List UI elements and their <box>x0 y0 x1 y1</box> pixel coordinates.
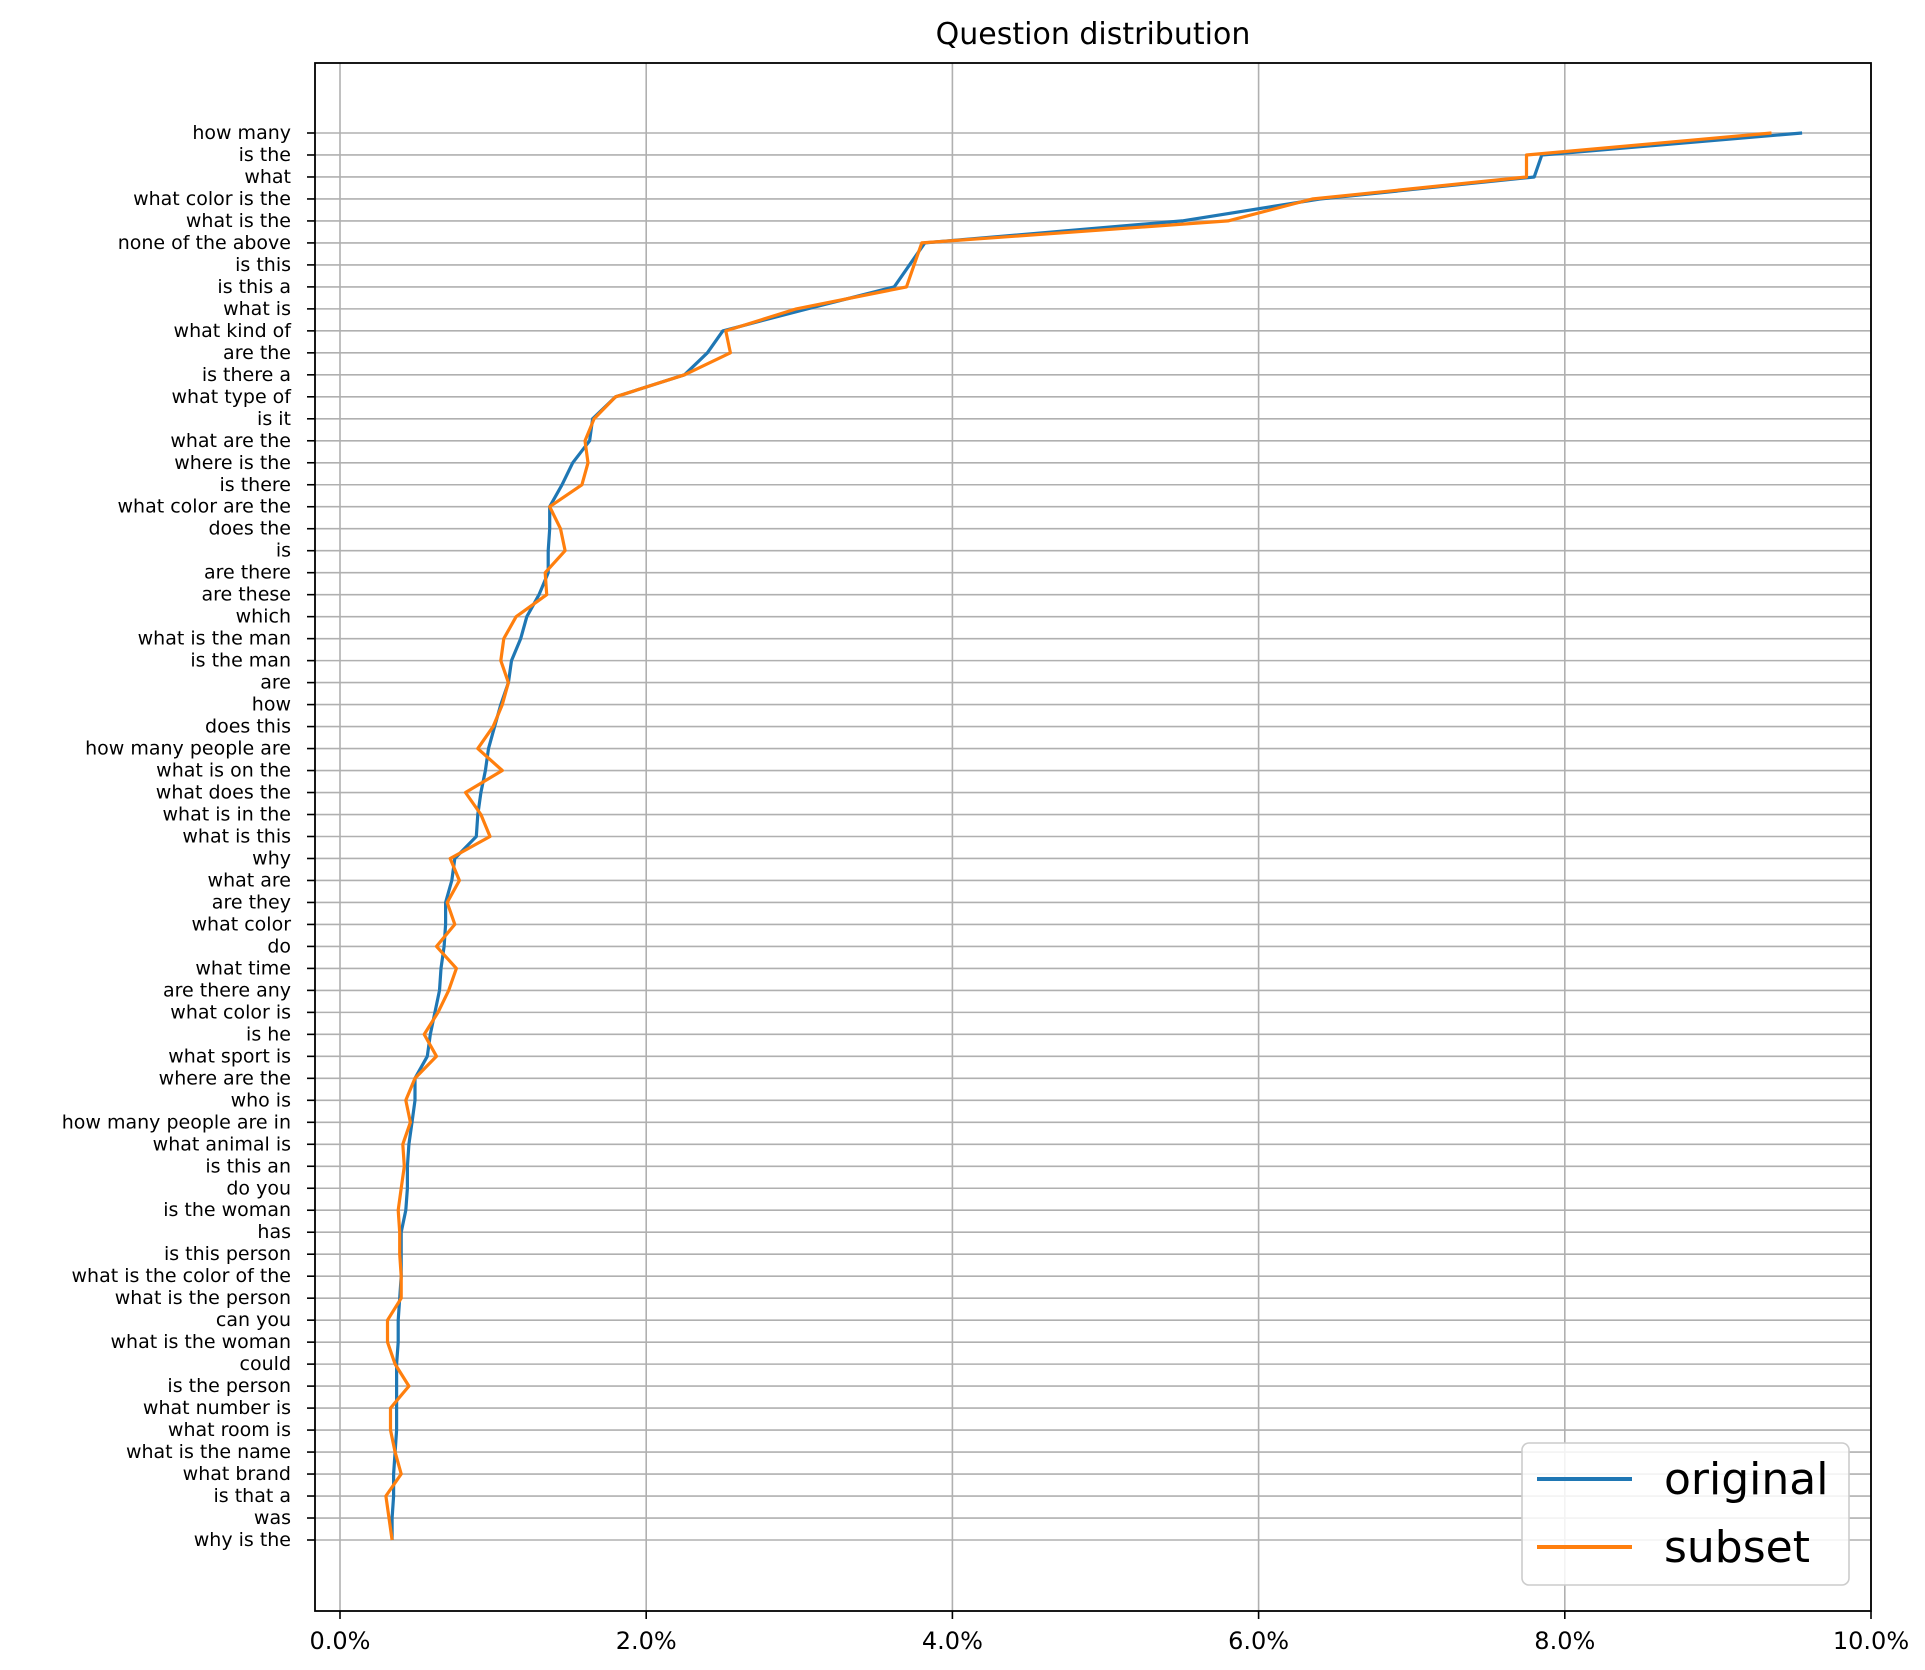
y-category-label: what color is the <box>133 188 291 210</box>
y-category-label: is this a <box>217 276 291 298</box>
y-category-label: does this <box>205 716 291 738</box>
y-category-label: what is on the <box>156 760 291 782</box>
x-tick-label: 6.0% <box>1228 1627 1289 1655</box>
y-category-label: does the <box>209 518 292 540</box>
y-category-label: what is in the <box>163 804 291 826</box>
y-category-label: what color is <box>170 1001 291 1023</box>
series-lines <box>384 131 1803 1541</box>
x-tick-label: 8.0% <box>1534 1627 1595 1655</box>
x-tick-label: 10.0% <box>1833 1627 1909 1655</box>
y-category-label: has <box>257 1221 291 1243</box>
y-category-label: is this an <box>205 1155 291 1177</box>
y-category-label: is that a <box>214 1485 291 1507</box>
y-category-label: what is the <box>186 210 291 232</box>
y-category-label: is it <box>257 408 291 430</box>
y-category-label: is the man <box>190 650 291 672</box>
series-line-original <box>390 131 1803 1540</box>
y-category-label: how many people are <box>85 738 291 760</box>
y-category-label: is the <box>239 144 291 166</box>
legend-label-original: original <box>1664 1454 1828 1505</box>
y-category-label: are these <box>201 584 291 606</box>
y-category-label: what <box>244 166 291 188</box>
y-category-label: what type of <box>171 386 292 408</box>
y-category-label: how many <box>192 122 291 144</box>
y-category-label: what time <box>195 957 291 979</box>
y-category-label: what kind of <box>174 320 293 342</box>
y-category-label: how <box>252 694 291 716</box>
y-category-label: what room is <box>168 1419 291 1441</box>
series-line-subset <box>384 131 1772 1541</box>
y-category-label: which <box>236 606 291 628</box>
y-category-label: is this <box>235 254 291 276</box>
y-category-label: what are <box>208 869 291 891</box>
y-category-label: what is the man <box>138 628 291 650</box>
x-axis-tick-labels: 0.0% 2.0% 4.0% 6.0% 8.0% 10.0% <box>310 1627 1910 1655</box>
y-category-label: is the person <box>167 1375 291 1397</box>
y-category-label: is this person <box>164 1243 291 1265</box>
x-tick-label: 4.0% <box>922 1627 983 1655</box>
y-category-label: are <box>260 672 291 694</box>
y-category-label: is <box>276 540 291 562</box>
chart-title: Question distribution <box>936 17 1251 52</box>
y-category-label: can you <box>216 1309 291 1331</box>
y-category-label: where is the <box>174 452 291 474</box>
y-category-label: what color are the <box>118 496 292 518</box>
y-category-label: who is <box>231 1089 291 1111</box>
y-category-label: are there <box>204 562 291 584</box>
y-category-label: do you <box>226 1177 291 1199</box>
y-category-label: what is <box>223 298 291 320</box>
y-category-label: is there a <box>202 364 291 386</box>
axis-ticks <box>307 132 1872 1619</box>
y-category-label: do <box>267 935 291 957</box>
y-category-label: are they <box>212 891 291 913</box>
y-category-label: what are the <box>170 430 291 452</box>
y-category-label: is there <box>220 474 291 496</box>
y-category-label: what color <box>192 913 292 935</box>
x-tick-label: 2.0% <box>616 1627 677 1655</box>
y-category-label: where are the <box>159 1067 291 1089</box>
y-category-label: what sport is <box>168 1045 291 1067</box>
y-category-label: could <box>240 1353 291 1375</box>
y-category-label: what is the name <box>126 1441 291 1463</box>
y-category-label: what is the person <box>115 1287 291 1309</box>
legend-label-subset: subset <box>1664 1522 1810 1573</box>
y-category-label: how many people are in <box>62 1111 291 1133</box>
y-category-label: what animal is <box>153 1133 291 1155</box>
y-category-label: what is this <box>182 826 291 848</box>
y-category-label: what is the woman <box>110 1331 291 1353</box>
y-category-label: was <box>254 1507 291 1529</box>
y-category-label: why <box>252 847 291 869</box>
y-category-label: what is the color of the <box>71 1265 291 1287</box>
y-category-label: why is the <box>194 1529 291 1551</box>
y-category-label: is he <box>246 1023 291 1045</box>
y-category-label: what does the <box>156 782 291 804</box>
y-category-label: are the <box>223 342 291 364</box>
y-category-label: are there any <box>163 979 291 1001</box>
y-category-label: none of the above <box>118 232 291 254</box>
legend: original subset <box>1521 1442 1850 1586</box>
y-category-label: is the woman <box>163 1199 291 1221</box>
grid-lines <box>315 63 1872 1611</box>
y-category-label: what brand <box>183 1463 291 1485</box>
y-category-label: what number is <box>143 1397 291 1419</box>
x-tick-label: 0.0% <box>310 1627 371 1655</box>
